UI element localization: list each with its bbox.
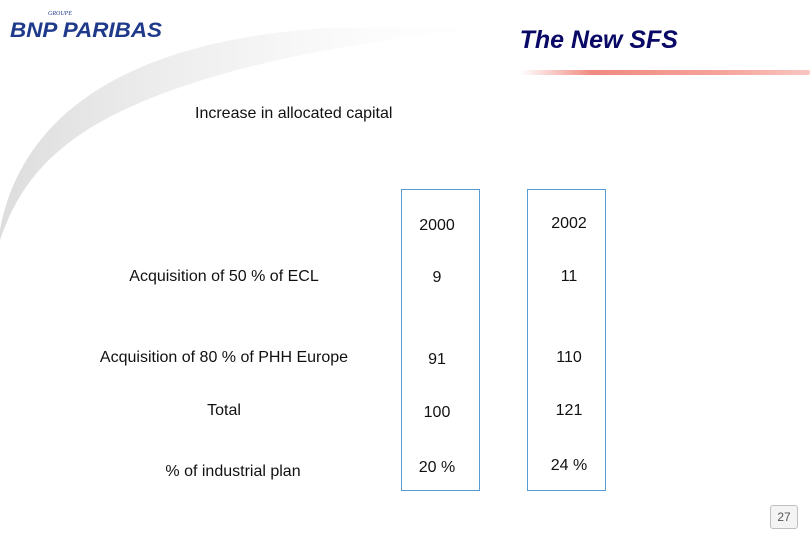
cell-industrial-plan-2002: 24 % (550, 457, 588, 474)
cell-ecl-2002: 11 (560, 268, 578, 285)
row-label-ecl: Acquisition of 50 % of ECL (129, 268, 319, 285)
column-header-2000: 2000 (419, 217, 455, 234)
row-label-industrial-plan: % of industrial plan (165, 463, 301, 480)
cell-phh-2000: 91 (428, 351, 446, 368)
logo-wordmark: BNP PARIBAS (10, 19, 162, 42)
column-header-2002: 2002 (551, 215, 587, 232)
row-label-phh: Acquisition of 80 % of PHH Europe (99, 349, 349, 366)
logo-groupe-text: GROUPE (48, 11, 72, 17)
bnp-paribas-logo: GROUPE BNP PARIBAS (10, 6, 170, 42)
cell-phh-2002: 110 (556, 349, 582, 366)
row-label-total: Total (207, 402, 241, 419)
cell-industrial-plan-2000: 20 % (418, 459, 456, 476)
page-number: 27 (770, 505, 798, 529)
cell-total-2000: 100 (423, 404, 451, 421)
column-box-2000 (401, 189, 480, 491)
cell-total-2002: 121 (555, 402, 583, 419)
column-box-2002 (527, 189, 606, 491)
cell-ecl-2000: 9 (432, 269, 442, 286)
title-underline (520, 70, 810, 75)
slide-subtitle: Increase in allocated capital (195, 105, 393, 122)
page-title: The New SFS (519, 26, 678, 54)
